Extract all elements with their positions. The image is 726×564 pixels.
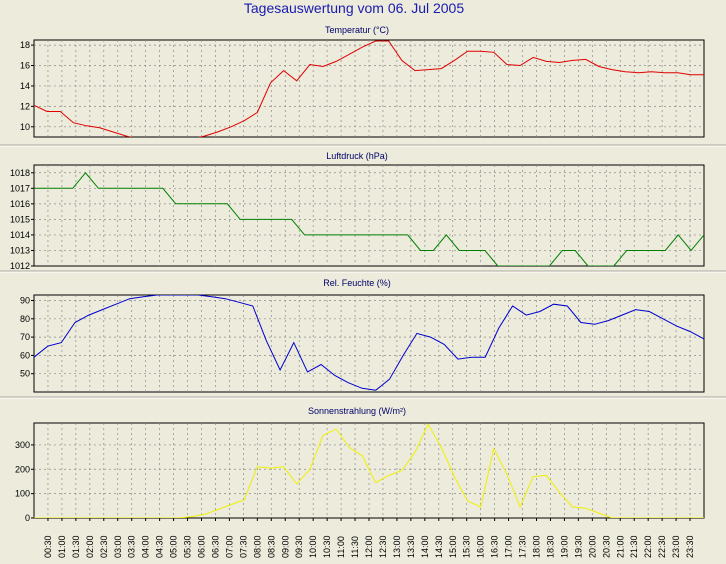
radiation-ytick-label: 0 — [25, 513, 30, 523]
x-tick-label: 16:30 — [490, 535, 500, 558]
x-tick-label: 20:30 — [601, 535, 611, 558]
radiation-title: Sonnenstrahlung (W/m²) — [308, 406, 406, 416]
pressure-ytick-label: 1012 — [10, 261, 30, 271]
temperature-ytick-label: 14 — [20, 81, 30, 91]
radiation-panel: Sonnenstrahlung (W/m²) 0 100 200 300 — [15, 406, 705, 523]
x-tick-label: 08:00 — [252, 535, 262, 558]
chart-main-title: Tagesauswertung vom 06. Jul 2005 — [244, 0, 464, 16]
x-tick-label: 00:30 — [43, 535, 53, 558]
temperature-title: Temperatur (°C) — [325, 25, 389, 35]
x-tick-label: 11:30 — [350, 536, 360, 558]
humidity-title: Rel. Feuchte (%) — [323, 278, 391, 288]
pressure-ytick-label: 1018 — [10, 168, 30, 178]
temperature-ytick-label: 18 — [20, 40, 30, 50]
pressure-ytick-label: 1013 — [10, 245, 30, 255]
x-tick-label: 18:30 — [545, 535, 555, 558]
temperature-ytick-label: 12 — [20, 101, 30, 111]
x-tick-label: 04:30 — [155, 535, 165, 558]
temperature-plot-area — [33, 39, 705, 138]
x-tick-label: 07:00 — [224, 535, 234, 558]
x-tick-label: 02:30 — [99, 535, 109, 558]
x-tick-label: 22:00 — [643, 535, 653, 558]
humidity-series-line — [34, 295, 704, 391]
x-tick-label: 14:30 — [434, 535, 444, 558]
radiation-ytick-label: 200 — [15, 464, 30, 474]
x-tick-label: 06:00 — [197, 535, 207, 558]
radiation-ytick-label: 100 — [15, 489, 30, 499]
pressure-series-line — [34, 172, 704, 266]
x-tick-label: 10:00 — [308, 535, 318, 558]
pressure-ytick-label: 1017 — [10, 183, 30, 193]
x-tick-label: 08:30 — [266, 535, 276, 558]
x-tick-label: 20:00 — [587, 535, 597, 558]
pressure-panel: Luftdruck (hPa) 1012 1013 1014 1015 1016 1017 1… — [0, 151, 726, 273]
x-tick-label: 03:30 — [127, 535, 137, 558]
x-tick-label: 23:00 — [671, 535, 681, 558]
x-tick-label: 09:30 — [294, 535, 304, 558]
x-tick-label: 01:30 — [71, 535, 81, 558]
x-tick-label: 19:30 — [573, 535, 583, 558]
x-tick-label: 11:00 — [336, 536, 346, 558]
x-tick-label: 03:00 — [113, 535, 123, 558]
x-tick-label: 15:00 — [448, 535, 458, 558]
x-tick-label: 12:00 — [364, 535, 374, 558]
pressure-ytick-label: 1014 — [10, 230, 30, 240]
x-tick-label: 21:00 — [615, 535, 625, 558]
x-tick-label: 13:00 — [392, 535, 402, 558]
temperature-series-line — [34, 40, 704, 137]
time-axis: 00:30 01:00 01:30 02:00 02:30 03:00 03:30 04:00… — [43, 518, 695, 558]
pressure-ytick-label: 1015 — [10, 214, 30, 224]
x-tick-label: 13:30 — [406, 535, 416, 558]
x-tick-label: 19:00 — [559, 535, 569, 558]
x-tick-label: 14:00 — [420, 535, 430, 558]
temperature-ytick-label: 16 — [20, 61, 30, 71]
humidity-ytick-label: 80 — [20, 314, 30, 324]
humidity-ytick-label: 70 — [20, 332, 30, 342]
x-tick-label: 05:00 — [169, 535, 179, 558]
x-tick-label: 16:00 — [476, 535, 486, 558]
x-tick-label: 05:30 — [183, 535, 193, 558]
x-tick-label: 04:00 — [141, 535, 151, 558]
x-tick-label: 17:30 — [518, 535, 528, 558]
x-tick-label: 23:30 — [685, 535, 695, 558]
temperature-ytick-label: 10 — [20, 122, 30, 132]
humidity-panel: Rel. Feuchte (%) 50 60 70 80 90 — [0, 278, 726, 399]
x-tick-label: 17:00 — [504, 535, 514, 558]
radiation-ytick-label: 300 — [15, 440, 30, 450]
x-tick-label: 21:30 — [629, 535, 639, 558]
x-tick-label: 09:00 — [280, 535, 290, 558]
x-tick-label: 15:30 — [462, 535, 472, 558]
x-tick-label: 18:00 — [532, 535, 542, 558]
x-tick-label: 07:30 — [238, 535, 248, 558]
humidity-ytick-label: 90 — [20, 295, 30, 305]
humidity-ytick-label: 60 — [20, 350, 30, 360]
x-tick-label: 22:30 — [657, 535, 667, 558]
x-tick-label: 12:30 — [378, 535, 388, 558]
pressure-title: Luftdruck (hPa) — [326, 151, 388, 161]
pressure-ytick-label: 1016 — [10, 199, 30, 209]
humidity-plot-area — [33, 294, 705, 393]
temperature-panel: Temperatur (°C) 10 12 14 16 18 — [0, 25, 726, 147]
x-tick-label: 06:30 — [210, 535, 220, 558]
x-tick-label: 10:30 — [322, 535, 332, 558]
x-tick-label: 02:00 — [85, 535, 95, 558]
x-tick-label: 01:00 — [57, 535, 67, 558]
radiation-series-line — [34, 423, 704, 518]
humidity-ytick-label: 50 — [20, 369, 30, 379]
